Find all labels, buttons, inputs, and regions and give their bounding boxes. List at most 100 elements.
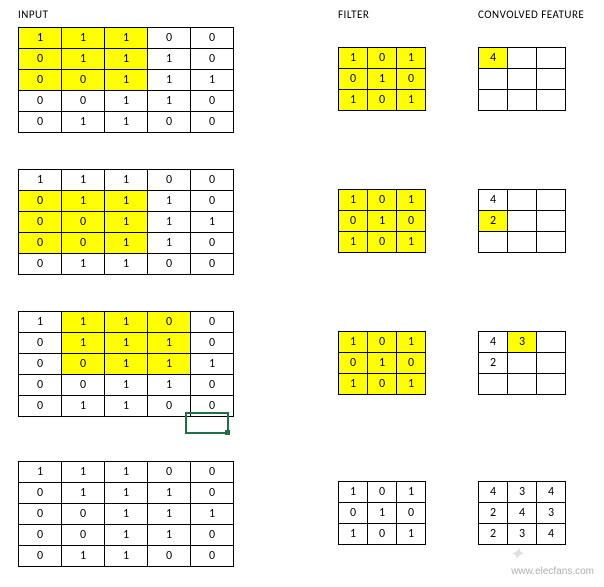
- cell: 1: [368, 503, 397, 524]
- cell: 0: [19, 233, 62, 254]
- cell: 1: [62, 396, 105, 417]
- cell: [479, 69, 508, 90]
- cell: [508, 211, 537, 232]
- cell: 1: [339, 90, 368, 111]
- cell: [508, 353, 537, 374]
- steps-container: 1110001110001110011001100101010101411100…: [18, 27, 586, 567]
- cell: 0: [368, 190, 397, 211]
- cell: 0: [19, 375, 62, 396]
- cell: 0: [368, 48, 397, 69]
- cell: 2: [479, 353, 508, 374]
- cell: 0: [19, 191, 62, 212]
- cell: [479, 374, 508, 395]
- cell: 1: [191, 70, 234, 91]
- step-1: 11100011100011100110011001010101014: [18, 27, 586, 133]
- cell: 0: [191, 546, 234, 567]
- cell: 0: [191, 333, 234, 354]
- cell: 0: [191, 49, 234, 70]
- filter-grid: 101010101: [338, 47, 426, 111]
- cell: 1: [105, 91, 148, 112]
- cell: 1: [148, 70, 191, 91]
- cell: 0: [368, 524, 397, 545]
- cell: [537, 353, 566, 374]
- cell: 0: [397, 503, 426, 524]
- cell: 3: [537, 503, 566, 524]
- cell: 0: [191, 254, 234, 275]
- cell: 1: [105, 170, 148, 191]
- cell: 1: [105, 212, 148, 233]
- cell: 0: [148, 28, 191, 49]
- filter-col: 101010101: [338, 461, 478, 565]
- cell: 1: [105, 333, 148, 354]
- cell: [537, 211, 566, 232]
- cell: 1: [62, 546, 105, 567]
- filter-grid: 101010101: [338, 481, 426, 545]
- cell: 0: [148, 462, 191, 483]
- cell: 1: [105, 254, 148, 275]
- cell: 1: [105, 354, 148, 375]
- cell: 4: [479, 190, 508, 211]
- cell: 1: [339, 524, 368, 545]
- cell: 1: [148, 91, 191, 112]
- cell: 1: [62, 112, 105, 133]
- output-grid: 434243234: [478, 481, 566, 545]
- cell: 0: [19, 354, 62, 375]
- cell: 0: [62, 504, 105, 525]
- output-grid: 4: [478, 47, 566, 111]
- cell: 1: [62, 333, 105, 354]
- cell: 0: [397, 69, 426, 90]
- cell: [537, 69, 566, 90]
- cell: 1: [339, 232, 368, 253]
- step-4: 1110001110001110011001100101010101434243…: [18, 461, 586, 567]
- cell: 1: [191, 504, 234, 525]
- input-grid: 1110001110001110011001100: [18, 169, 234, 275]
- cell: 1: [105, 49, 148, 70]
- cell: 1: [148, 525, 191, 546]
- cell: 1: [148, 233, 191, 254]
- cell: 1: [105, 525, 148, 546]
- cell: 1: [339, 482, 368, 503]
- filter-grid: 101010101: [338, 189, 426, 253]
- cell: 1: [62, 191, 105, 212]
- cell: 1: [62, 483, 105, 504]
- watermark-text: www.elecfans.com: [511, 566, 594, 577]
- input-col: 1110001110001110011001100: [18, 311, 338, 417]
- cell: 1: [105, 233, 148, 254]
- header-output: CONVOLVED FEATURE: [478, 8, 586, 21]
- cell: 0: [339, 503, 368, 524]
- cell: 0: [397, 353, 426, 374]
- cell: 1: [339, 190, 368, 211]
- cell: [508, 90, 537, 111]
- cell: 0: [19, 546, 62, 567]
- cell: 1: [368, 211, 397, 232]
- cell: 0: [191, 191, 234, 212]
- step-2: 111000111000111001100110010101010142: [18, 169, 586, 275]
- cell: 0: [191, 28, 234, 49]
- cell: 0: [339, 353, 368, 374]
- cell: 1: [368, 353, 397, 374]
- cell: [508, 48, 537, 69]
- cell: 0: [19, 525, 62, 546]
- cell: 1: [397, 232, 426, 253]
- cell: 1: [339, 48, 368, 69]
- cell: 0: [148, 546, 191, 567]
- cell: 1: [148, 212, 191, 233]
- step-3: 1110001110001110011001100101010101432: [18, 311, 586, 417]
- cell: 0: [191, 396, 234, 417]
- cell: 0: [368, 374, 397, 395]
- input-col: 1110001110001110011001100: [18, 169, 338, 275]
- header-filter: FILTER: [338, 8, 478, 21]
- filter-col: 101010101: [338, 311, 478, 415]
- filter-grid: 101010101: [338, 331, 426, 395]
- cell: 0: [191, 112, 234, 133]
- cell: 1: [105, 504, 148, 525]
- cell: [537, 374, 566, 395]
- cell: 3: [508, 524, 537, 545]
- cell: 1: [191, 212, 234, 233]
- cell: 0: [19, 49, 62, 70]
- cell: 0: [339, 69, 368, 90]
- cell: 1: [105, 375, 148, 396]
- cell: 1: [105, 112, 148, 133]
- cell: 1: [148, 483, 191, 504]
- cell: 0: [191, 312, 234, 333]
